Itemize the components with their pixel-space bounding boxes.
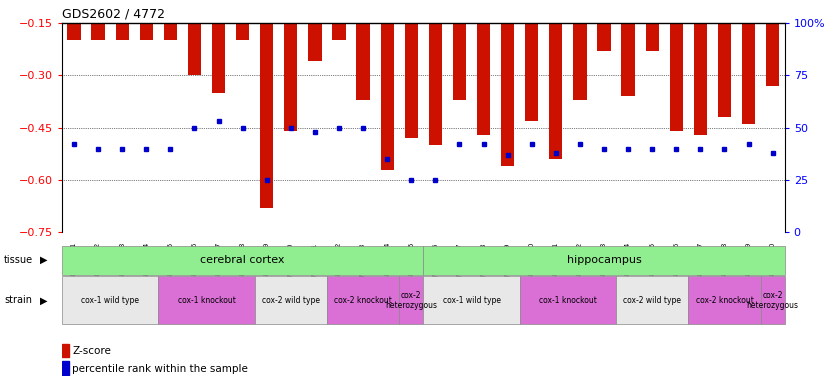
Text: cox-1 wild type: cox-1 wild type bbox=[81, 296, 139, 305]
Bar bbox=[477, 23, 490, 135]
Text: cox-2
heterozygous: cox-2 heterozygous bbox=[747, 291, 799, 310]
Text: cox-1 knockout: cox-1 knockout bbox=[539, 296, 597, 305]
Text: cox-2 wild type: cox-2 wild type bbox=[262, 296, 320, 305]
Bar bbox=[520, 276, 616, 324]
Text: tissue: tissue bbox=[4, 255, 33, 265]
Bar bbox=[357, 23, 370, 100]
Bar bbox=[646, 23, 659, 51]
Text: Z-score: Z-score bbox=[73, 346, 112, 356]
Text: cerebral cortex: cerebral cortex bbox=[201, 255, 285, 265]
Bar bbox=[212, 23, 225, 93]
Bar bbox=[236, 23, 249, 40]
Bar bbox=[381, 23, 394, 170]
Bar bbox=[573, 23, 586, 100]
Bar bbox=[399, 276, 423, 324]
Bar bbox=[670, 23, 683, 131]
Bar bbox=[327, 276, 399, 324]
Bar bbox=[62, 246, 423, 275]
Bar bbox=[62, 344, 69, 357]
Bar bbox=[423, 246, 785, 275]
Bar bbox=[92, 23, 105, 40]
Text: hippocampus: hippocampus bbox=[567, 255, 641, 265]
Bar bbox=[525, 23, 539, 121]
Bar bbox=[159, 276, 254, 324]
Bar bbox=[694, 23, 707, 135]
Text: GDS2602 / 4772: GDS2602 / 4772 bbox=[62, 7, 165, 20]
Bar bbox=[718, 23, 731, 117]
Text: percentile rank within the sample: percentile rank within the sample bbox=[73, 364, 248, 374]
Bar bbox=[429, 23, 442, 145]
Bar bbox=[332, 23, 345, 40]
Bar bbox=[284, 23, 297, 131]
Text: cox-2 knockout: cox-2 knockout bbox=[335, 296, 392, 305]
Bar bbox=[597, 23, 610, 51]
Bar bbox=[68, 23, 81, 40]
Bar bbox=[761, 276, 785, 324]
Bar bbox=[616, 276, 688, 324]
Text: cox-1 wild type: cox-1 wild type bbox=[443, 296, 501, 305]
Bar bbox=[766, 23, 779, 86]
Bar bbox=[742, 23, 755, 124]
Bar bbox=[188, 23, 201, 75]
Text: ▶: ▶ bbox=[40, 255, 47, 265]
Bar bbox=[308, 23, 321, 61]
Bar bbox=[688, 276, 761, 324]
Bar bbox=[423, 276, 520, 324]
Text: cox-2 knockout: cox-2 knockout bbox=[695, 296, 753, 305]
Text: strain: strain bbox=[4, 295, 32, 305]
Bar bbox=[405, 23, 418, 138]
Text: ▶: ▶ bbox=[40, 295, 47, 305]
Bar bbox=[549, 23, 563, 159]
Text: cox-2
heterozygous: cox-2 heterozygous bbox=[385, 291, 437, 310]
Bar bbox=[260, 23, 273, 208]
Text: cox-1 knockout: cox-1 knockout bbox=[178, 296, 235, 305]
Bar bbox=[254, 276, 327, 324]
Bar bbox=[62, 276, 159, 324]
Bar bbox=[164, 23, 177, 40]
Bar bbox=[62, 361, 69, 375]
Bar bbox=[116, 23, 129, 40]
Bar bbox=[453, 23, 466, 100]
Bar bbox=[621, 23, 634, 96]
Bar bbox=[140, 23, 153, 40]
Text: cox-2 wild type: cox-2 wild type bbox=[623, 296, 681, 305]
Bar bbox=[501, 23, 515, 166]
